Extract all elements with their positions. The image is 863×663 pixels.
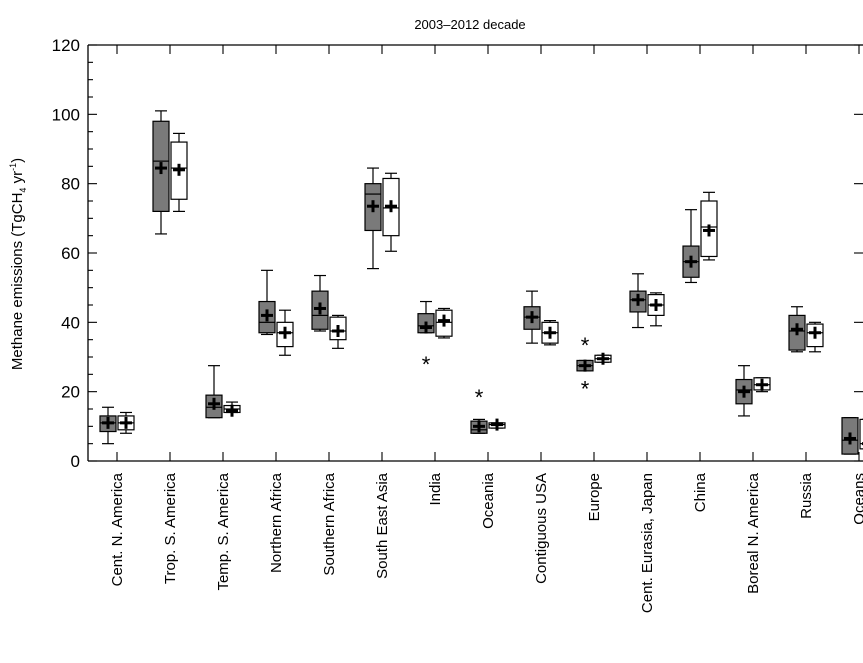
y-tick-label: 80	[61, 175, 80, 194]
x-tick-label: Russia	[798, 472, 815, 519]
y-axis-label-sup: -1	[8, 163, 18, 171]
x-tick-label: China	[692, 472, 709, 512]
y-tick-label: 40	[61, 313, 80, 332]
plot-area: 0 20 40 60 80 100 120 Cent. N. America Trop. S. …	[52, 36, 863, 613]
outlier-marker: *	[581, 376, 590, 401]
x-tick-label: Trop. S. America	[162, 472, 179, 584]
outlier-marker: *	[422, 352, 431, 377]
y-axis-label-mid: yr	[9, 171, 26, 188]
y-tick-label: 120	[52, 36, 80, 55]
x-tick-label: Cent. Eurasia, Japan	[639, 473, 656, 613]
outlier-marker: *	[581, 333, 590, 358]
box	[859, 418, 863, 450]
y-tick-label: 100	[52, 105, 80, 124]
x-tick-label: Cent. N. America	[109, 472, 126, 586]
x-tick-label: Northern Africa	[268, 472, 285, 573]
x-tick-label: Oceans	[851, 473, 863, 525]
y-tick-label: 60	[61, 244, 80, 263]
x-tick-label: Temp. S. America	[215, 472, 232, 590]
x-tick-label: Contiguous USA	[533, 473, 550, 584]
y-axis-label-end: )	[9, 158, 26, 163]
y-tick-label: 0	[71, 452, 80, 471]
y-tick-label: 20	[61, 383, 80, 402]
x-tick-label: South East Asia	[374, 472, 391, 579]
svg-text:Methane emissions (TgCH4 yr-1): Methane emissions (TgCH4 yr-1)	[8, 158, 28, 370]
outlier-marker: *	[475, 385, 484, 410]
x-tick-label: India	[427, 472, 444, 505]
x-tick-label: Boreal N. America	[745, 472, 762, 594]
x-tick-label: Southern Africa	[321, 472, 338, 575]
x-tick-label: Europe	[586, 473, 603, 521]
y-axis-label: Methane emissions (TgCH4 yr-1)	[8, 158, 28, 370]
chart-title: 2003–2012 decade	[414, 17, 525, 32]
y-axis-label-sub: 4	[18, 188, 28, 193]
y-axis-label-main: Methane emissions (TgCH	[9, 193, 26, 371]
x-tick-label: Oceania	[480, 472, 497, 529]
